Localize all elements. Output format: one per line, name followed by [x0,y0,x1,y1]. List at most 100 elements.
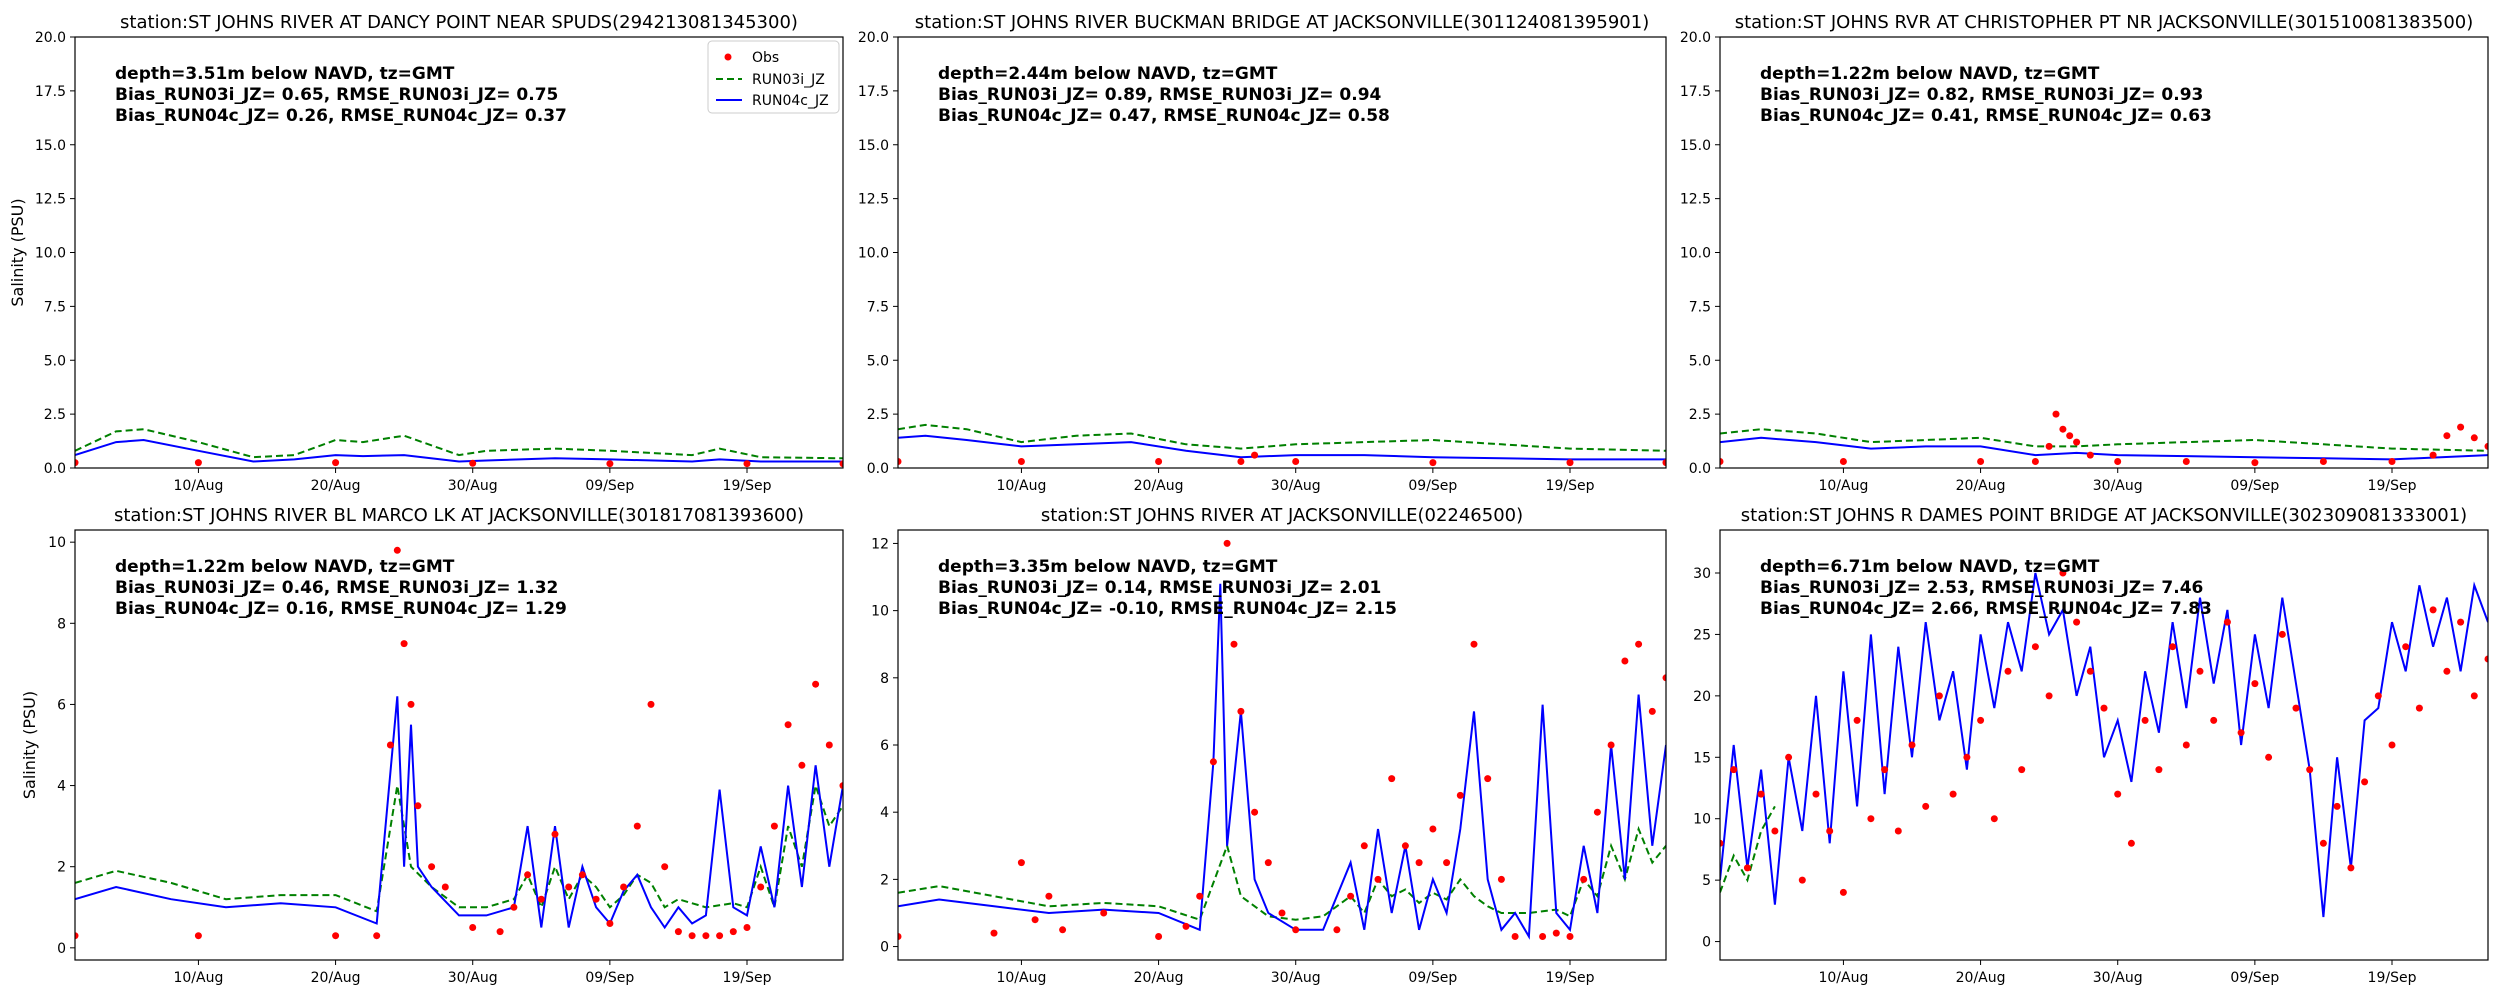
obs-point [407,700,415,708]
obs-point [2484,655,2488,663]
y-tick-label: 17.5 [858,84,889,100]
obs-point [743,460,751,468]
obs-point [537,895,545,903]
obs-point [2457,618,2465,626]
obs-point [2374,692,2382,700]
panel-5: station:ST JOHNS RIVER AT JACKSONVILLE(0… [871,505,1667,986]
obs-point [839,460,843,468]
y-tick-label: 12 [871,536,889,552]
obs-point [1347,892,1355,900]
x-tick-label: 30/Aug [1271,478,1321,494]
panel-title: station:ST JOHNS R DAMES POINT BRIDGE AT… [1741,505,2467,526]
y-tick-label: 4 [57,779,66,795]
y-tick-label: 20 [1693,689,1711,705]
obs-point [2086,667,2094,675]
obs-point [688,932,696,940]
series-run03i-line [75,428,843,460]
plot-area [1720,410,2488,467]
panel-title: station:ST JOHNS RVR AT CHRISTOPHER PT N… [1735,12,2474,33]
obs-point [1922,802,1930,810]
obs-point [1730,766,1738,774]
obs-point [1839,458,1847,465]
x-tick-label: 09/Sep [2230,970,2279,986]
obs-point [1251,451,1259,459]
obs-point [414,802,422,810]
obs-point [2292,704,2300,712]
obs-point [1662,674,1666,682]
obs-point [551,830,559,838]
x-tick-label: 30/Aug [1271,970,1321,986]
obs-point [674,928,682,936]
obs-point [2333,802,2341,810]
obs-point [441,883,449,891]
obs-point [1278,909,1286,917]
obs-point [1963,753,1971,761]
y-tick-label: 8 [880,671,889,687]
plot-area [898,539,1666,940]
x-tick-label: 09/Sep [585,970,634,986]
obs-point [1757,790,1765,798]
obs-point [1743,864,1751,872]
obs-point [2306,766,2314,774]
series-run04c-line [75,696,843,930]
obs-point [373,932,381,940]
stats-line: Bias_RUN04c_JZ= 0.47, RMSE_RUN04c_JZ= 0.… [938,106,1390,126]
y-tick-label: 20.0 [35,30,66,46]
obs-point [798,761,806,769]
obs-point [757,883,765,891]
obs-point [2169,643,2177,651]
obs-point [1237,458,1245,465]
obs-point [1949,790,1957,798]
obs-point [1607,741,1615,749]
obs-point [2114,790,2122,798]
axes-frame [1719,36,2489,469]
y-axis-label: Salinity (PSU) [20,691,39,799]
obs-point [1580,875,1588,883]
obs-point [1720,458,1724,465]
y-tick-label: 2.5 [44,407,66,423]
axes-frame [74,36,844,469]
x-tick-label: 19/Sep [2368,970,2417,986]
obs-point [1621,657,1629,665]
y-tick-label: 20.0 [1680,30,1711,46]
obs-point [1456,791,1464,799]
plot-area [75,546,843,940]
y-tick-label: 25 [1693,627,1711,643]
stats-line: Bias_RUN04c_JZ= 0.16, RMSE_RUN04c_JZ= 1.… [115,599,567,619]
obs-point [1853,716,1861,724]
obs-point [1374,875,1382,883]
plot-area [1720,569,2488,918]
obs-point [1429,459,1437,467]
y-tick-label: 0 [57,941,66,957]
stats-line: Bias_RUN03i_JZ= 0.65, RMSE_RUN03i_JZ= 0.… [115,85,558,105]
obs-point [1017,859,1025,867]
obs-point [2045,442,2053,450]
y-tick-label: 2.5 [867,407,889,423]
x-tick-label: 19/Sep [723,478,772,494]
x-tick-label: 30/Aug [2093,970,2143,986]
axes-frame [897,36,1667,469]
panel-1: station:ST JOHNS RIVER AT DANCY POINT NE… [8,12,844,494]
x-tick-label: 20/Aug [1134,478,1184,494]
x-tick-label: 10/Aug [173,478,223,494]
x-tick-label: 09/Sep [2230,478,2279,494]
obs-point [1566,459,1574,467]
x-tick-label: 09/Sep [585,478,634,494]
y-tick-label: 0 [1702,935,1711,951]
x-tick-label: 20/Aug [1956,478,2006,494]
obs-point [770,822,778,830]
obs-point [1388,775,1396,783]
y-tick-label: 15 [1693,750,1711,766]
x-tick-label: 19/Sep [1546,970,1595,986]
obs-point [2470,692,2478,700]
obs-point [729,928,737,936]
obs-point [1415,859,1423,867]
y-tick-label: 10.0 [1680,246,1711,262]
obs-point [1360,842,1368,850]
series-run04c-line [1720,436,2488,461]
obs-point [2066,432,2074,440]
obs-point [1292,926,1300,934]
stats-line: depth=1.22m below NAVD, tz=GMT [115,557,455,577]
obs-point [469,924,477,931]
obs-point [524,871,532,879]
